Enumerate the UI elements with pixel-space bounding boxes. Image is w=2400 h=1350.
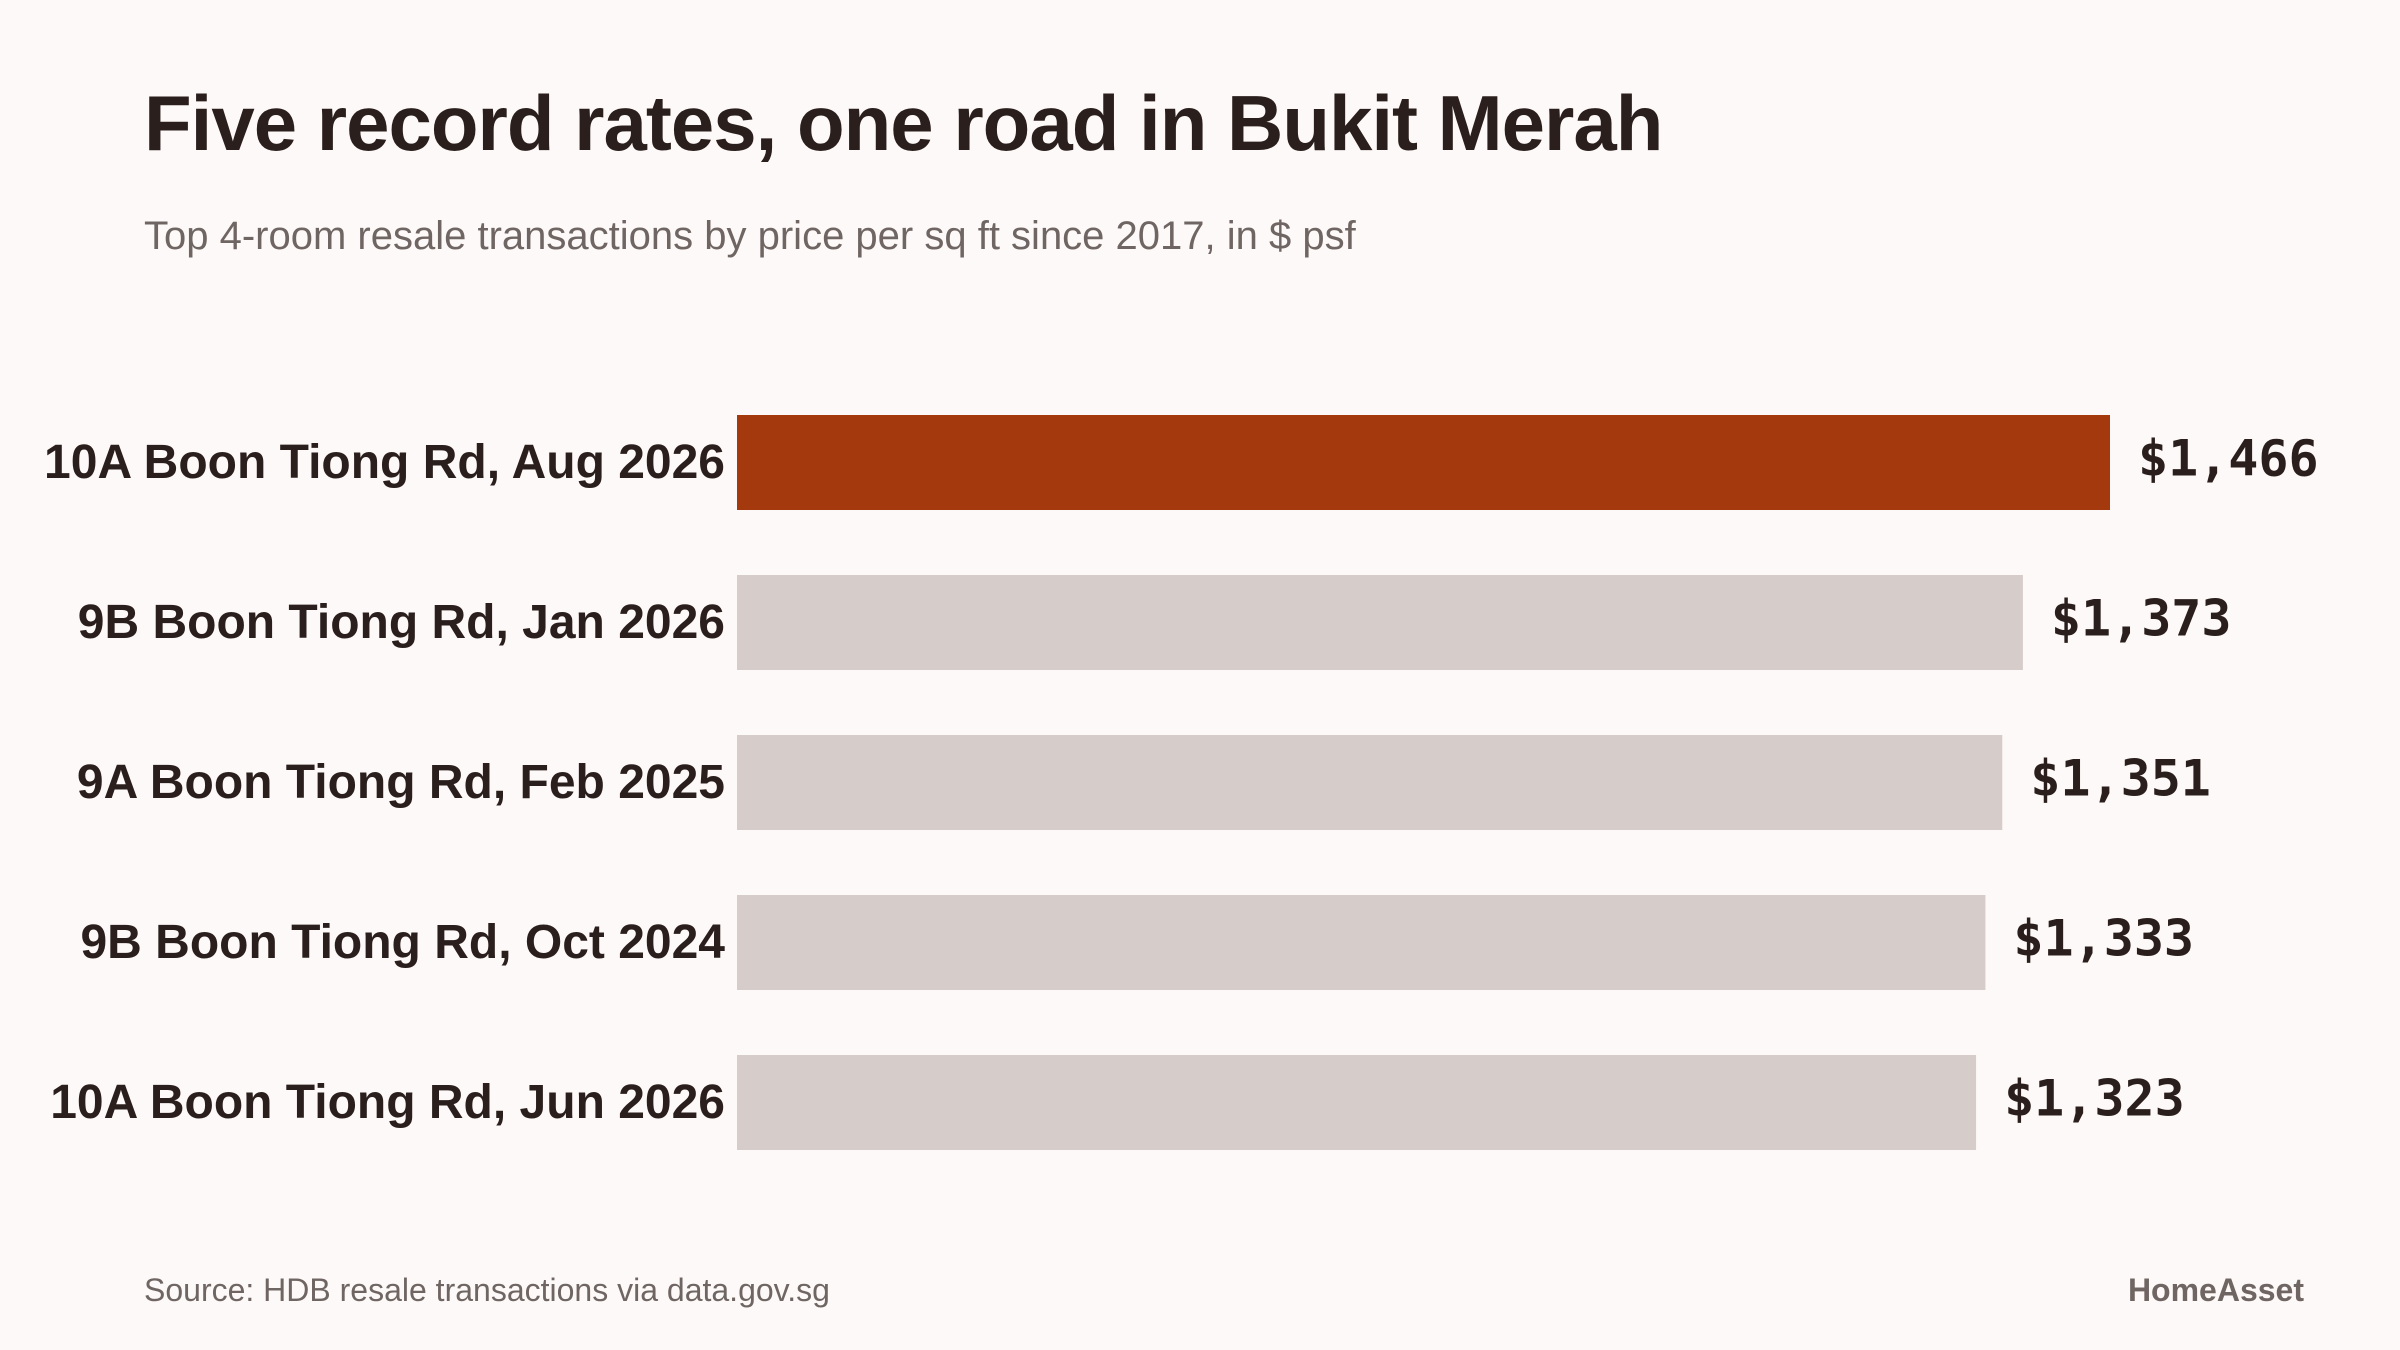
- bar: [737, 575, 2023, 670]
- chart-subtitle: Top 4-room resale transactions by price …: [144, 214, 1356, 258]
- value-label: $1,333: [2013, 910, 2194, 968]
- source-note: Source: HDB resale transactions via data…: [144, 1272, 830, 1308]
- value-label: $1,323: [2004, 1070, 2185, 1128]
- category-label: 9A Boon Tiong Rd, Feb 2025: [77, 756, 725, 809]
- bar: [737, 895, 1986, 990]
- bar: [737, 1055, 1977, 1150]
- category-label: 10A Boon Tiong Rd, Jun 2026: [50, 1076, 725, 1129]
- category-label: 9B Boon Tiong Rd, Jan 2026: [78, 596, 725, 649]
- value-label: $1,466: [2138, 430, 2319, 488]
- brand-logo: HomeAsset: [2127, 1272, 2304, 1308]
- bar: [737, 735, 2003, 830]
- value-label: $1,373: [2051, 590, 2232, 648]
- chart-title: Five record rates, one road in Bukit Mer…: [144, 79, 1663, 167]
- category-label: 9B Boon Tiong Rd, Oct 2024: [80, 916, 725, 969]
- bar: [737, 415, 2110, 510]
- value-label: $1,351: [2030, 750, 2211, 808]
- category-label: 10A Boon Tiong Rd, Aug 2026: [44, 436, 725, 489]
